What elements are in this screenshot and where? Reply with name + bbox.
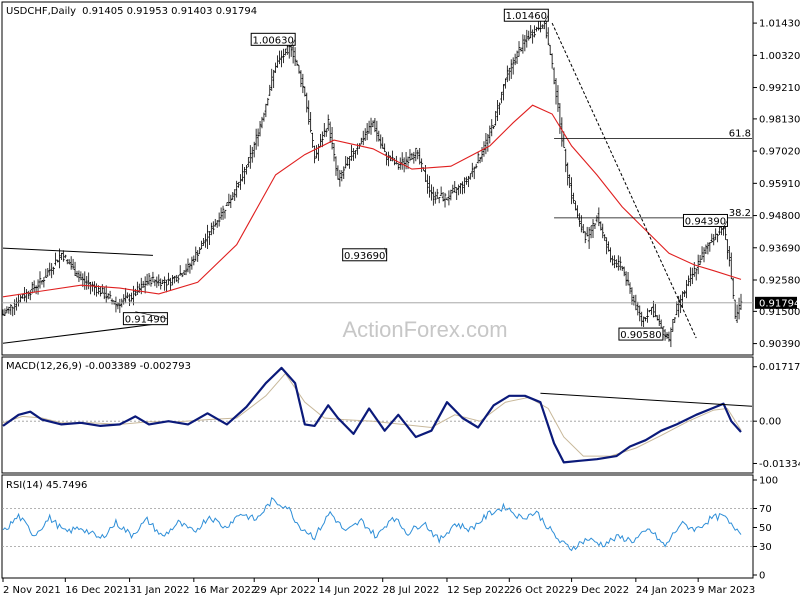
x-axis-label: 28 Jul 2022 (383, 585, 440, 596)
price-axis-label: 0.99210 (759, 83, 800, 94)
price-callout-pointer (662, 333, 670, 339)
price-axis-label: 1.01430 (759, 19, 800, 30)
rsi-axis-label: 100 (759, 476, 778, 487)
x-axis-label: 9 Mar 2023 (698, 585, 755, 596)
rsi-panel-frame (1, 474, 754, 579)
price-callout: 1.01460 (503, 8, 549, 23)
price-callout-label: 0.90580 (620, 330, 661, 341)
macd-signal-line (2, 372, 742, 457)
price-callout-label: 0.94390 (685, 216, 726, 227)
x-axis-label: 16 Dec 2021 (65, 585, 129, 596)
rsi-axis-label: 0 (759, 571, 765, 582)
rsi-axis-label: 50 (759, 523, 772, 534)
price-axis-label: 0.94800 (759, 211, 800, 222)
current-price-label: 0.91794 (759, 298, 800, 309)
chart-ohlc: 0.91405 0.91953 0.91403 0.91794 (82, 6, 257, 17)
price-callout-label: 0.93690 (344, 251, 385, 262)
x-axis-label: 12 Sep 2022 (447, 585, 510, 596)
macd-axis-label: -0.01334 (759, 459, 800, 470)
price-callout-label: 1.01460 (506, 11, 547, 22)
price-axis-label: 0.97020 (759, 147, 800, 158)
rsi-axis-label: 30 (759, 542, 772, 553)
rsi-line (2, 496, 742, 552)
price-callout: 0.93690 (342, 247, 388, 262)
current-price-marker (755, 296, 797, 309)
macd-panel-frame (1, 356, 754, 474)
chart-title: USDCHF,Daily 0.91405 0.91953 0.91403 0.91… (6, 6, 257, 17)
price-axis-label: 0.91500 (759, 307, 800, 318)
x-axis-label: 24 Jan 2023 (636, 585, 696, 596)
x-axis-label: 16 Mar 2022 (194, 585, 257, 596)
price-callout-label: 1.00630 (253, 35, 294, 46)
price-axis-label: 0.90390 (759, 339, 800, 350)
macd-axis-label: 0.017176 (759, 362, 800, 373)
watermark: ActionForex.com (342, 317, 507, 342)
price-callout: 1.00630 (250, 32, 296, 47)
price-panel-frame (1, 1, 754, 356)
price-callout: 0.91490 (122, 311, 168, 326)
fib-level-label: 38.2 (729, 208, 751, 219)
price-axis-label: 0.98130 (759, 114, 800, 125)
price-callout: 0.94390 (682, 213, 728, 228)
price-callout-label: 0.91490 (125, 315, 166, 326)
x-axis-label: 29 Apr 2022 (254, 585, 316, 596)
x-axis-label: 26 Oct 2022 (509, 585, 571, 596)
macd-series-layer (2, 366, 753, 464)
retracement-trendline (551, 22, 697, 339)
price-axis-label: 0.93690 (759, 243, 800, 254)
chart-symbol: USDCHF,Daily (6, 6, 76, 17)
price-series-layer: 61.8 38.2 1.00630 1.01460 0.93690 0.91490 0.94… (1, 8, 753, 348)
macd-axis-label: 0.00 (759, 417, 781, 428)
rsi-series-layer (2, 496, 753, 552)
fib-level-label: 61.8 (729, 129, 751, 140)
price-callout-pointer (544, 15, 549, 23)
price-callout-pointer (723, 220, 728, 228)
rsi-axis-label: 70 (759, 504, 772, 515)
price-callout-pointer (290, 39, 296, 47)
price-callout-pointer (135, 311, 168, 319)
price-axis-label: 1.00320 (759, 51, 800, 62)
moving-average-line (2, 104, 742, 298)
lower-trendline (2, 323, 153, 344)
x-axis-label: 14 Jun 2022 (318, 585, 378, 596)
price-callout: 0.90580 (618, 327, 670, 341)
macd-trendline (540, 392, 753, 407)
price-callout-pointer (384, 247, 387, 255)
upper-trendline (2, 247, 153, 256)
price-axis-label: 0.92580 (759, 276, 800, 287)
axes-layer: 1.01430 1.00320 0.99210 0.98130 0.97020 0.959… (2, 19, 800, 596)
rsi-title: RSI(14) 45.7496 (6, 480, 87, 491)
price-axis-label: 0.95910 (759, 179, 800, 190)
x-axis-label: 2 Nov 2021 (3, 585, 61, 596)
macd-main-line (2, 366, 742, 464)
macd-title: MACD(12,26,9) -0.003389 -0.002793 (6, 361, 191, 372)
x-axis-label: 9 Dec 2022 (572, 585, 630, 596)
x-axis-label: 31 Jan 2022 (130, 585, 190, 596)
